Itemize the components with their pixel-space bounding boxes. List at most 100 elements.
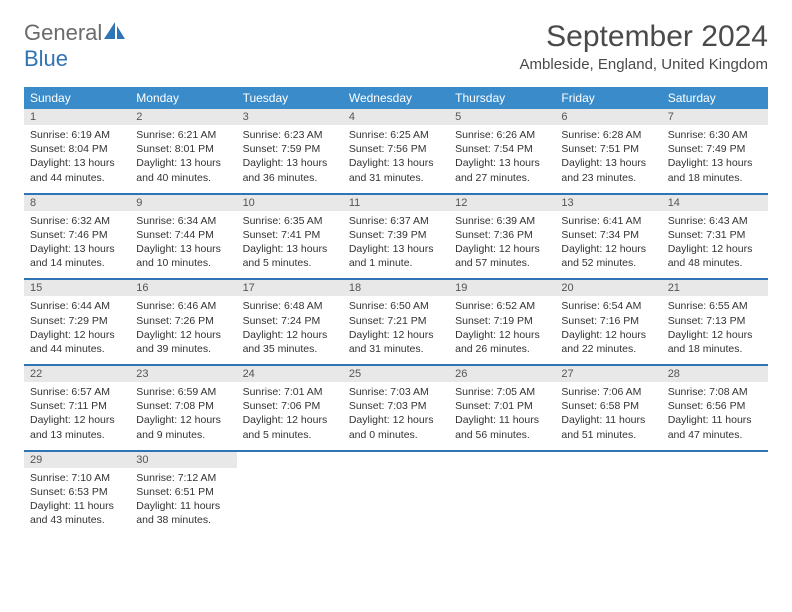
day-number: 26 <box>449 366 555 382</box>
day-number: 3 <box>237 109 343 125</box>
day-body: Sunrise: 6:26 AMSunset: 7:54 PMDaylight:… <box>449 125 555 193</box>
calendar-cell: 22Sunrise: 6:57 AMSunset: 7:11 PMDayligh… <box>24 365 130 451</box>
day-number: 12 <box>449 195 555 211</box>
calendar-row: 1Sunrise: 6:19 AMSunset: 8:04 PMDaylight… <box>24 109 768 194</box>
day-number: 15 <box>24 280 130 296</box>
day-number: 28 <box>662 366 768 382</box>
month-title: September 2024 <box>520 20 768 54</box>
calendar-row: 22Sunrise: 6:57 AMSunset: 7:11 PMDayligh… <box>24 365 768 451</box>
day-body: Sunrise: 7:12 AMSunset: 6:51 PMDaylight:… <box>130 468 236 536</box>
day-number: 10 <box>237 195 343 211</box>
day-number: 17 <box>237 280 343 296</box>
calendar-cell: 10Sunrise: 6:35 AMSunset: 7:41 PMDayligh… <box>237 194 343 280</box>
calendar-cell: 20Sunrise: 6:54 AMSunset: 7:16 PMDayligh… <box>555 279 661 365</box>
calendar-cell: 3Sunrise: 6:23 AMSunset: 7:59 PMDaylight… <box>237 109 343 194</box>
calendar-row: 29Sunrise: 7:10 AMSunset: 6:53 PMDayligh… <box>24 451 768 536</box>
calendar-cell <box>449 451 555 536</box>
calendar-cell: 24Sunrise: 7:01 AMSunset: 7:06 PMDayligh… <box>237 365 343 451</box>
day-number: 19 <box>449 280 555 296</box>
location: Ambleside, England, United Kingdom <box>520 56 768 73</box>
day-number: 7 <box>662 109 768 125</box>
calendar-row: 8Sunrise: 6:32 AMSunset: 7:46 PMDaylight… <box>24 194 768 280</box>
day-body: Sunrise: 6:48 AMSunset: 7:24 PMDaylight:… <box>237 296 343 364</box>
day-number: 6 <box>555 109 661 125</box>
calendar-cell: 5Sunrise: 6:26 AMSunset: 7:54 PMDaylight… <box>449 109 555 194</box>
day-number: 18 <box>343 280 449 296</box>
logo: General Blue <box>24 20 126 72</box>
calendar-table: SundayMondayTuesdayWednesdayThursdayFrid… <box>24 87 768 535</box>
day-number: 11 <box>343 195 449 211</box>
calendar-cell: 4Sunrise: 6:25 AMSunset: 7:56 PMDaylight… <box>343 109 449 194</box>
day-body: Sunrise: 6:37 AMSunset: 7:39 PMDaylight:… <box>343 211 449 279</box>
day-number: 20 <box>555 280 661 296</box>
calendar-cell: 7Sunrise: 6:30 AMSunset: 7:49 PMDaylight… <box>662 109 768 194</box>
day-body: Sunrise: 6:25 AMSunset: 7:56 PMDaylight:… <box>343 125 449 193</box>
calendar-cell: 1Sunrise: 6:19 AMSunset: 8:04 PMDaylight… <box>24 109 130 194</box>
day-body: Sunrise: 6:59 AMSunset: 7:08 PMDaylight:… <box>130 382 236 450</box>
calendar-cell: 13Sunrise: 6:41 AMSunset: 7:34 PMDayligh… <box>555 194 661 280</box>
day-number: 29 <box>24 452 130 468</box>
day-body: Sunrise: 6:34 AMSunset: 7:44 PMDaylight:… <box>130 211 236 279</box>
day-body: Sunrise: 6:19 AMSunset: 8:04 PMDaylight:… <box>24 125 130 193</box>
calendar-cell: 23Sunrise: 6:59 AMSunset: 7:08 PMDayligh… <box>130 365 236 451</box>
day-number: 9 <box>130 195 236 211</box>
day-body: Sunrise: 7:01 AMSunset: 7:06 PMDaylight:… <box>237 382 343 450</box>
day-body: Sunrise: 7:08 AMSunset: 6:56 PMDaylight:… <box>662 382 768 450</box>
calendar-cell: 18Sunrise: 6:50 AMSunset: 7:21 PMDayligh… <box>343 279 449 365</box>
calendar-cell: 6Sunrise: 6:28 AMSunset: 7:51 PMDaylight… <box>555 109 661 194</box>
calendar-cell: 14Sunrise: 6:43 AMSunset: 7:31 PMDayligh… <box>662 194 768 280</box>
day-number: 13 <box>555 195 661 211</box>
day-body: Sunrise: 6:41 AMSunset: 7:34 PMDaylight:… <box>555 211 661 279</box>
day-body: Sunrise: 6:28 AMSunset: 7:51 PMDaylight:… <box>555 125 661 193</box>
day-body: Sunrise: 6:50 AMSunset: 7:21 PMDaylight:… <box>343 296 449 364</box>
weekday-header: Saturday <box>662 87 768 109</box>
day-number: 21 <box>662 280 768 296</box>
day-body: Sunrise: 6:35 AMSunset: 7:41 PMDaylight:… <box>237 211 343 279</box>
calendar-cell: 29Sunrise: 7:10 AMSunset: 6:53 PMDayligh… <box>24 451 130 536</box>
day-body: Sunrise: 6:46 AMSunset: 7:26 PMDaylight:… <box>130 296 236 364</box>
weekday-header: Tuesday <box>237 87 343 109</box>
day-number: 30 <box>130 452 236 468</box>
day-body: Sunrise: 6:52 AMSunset: 7:19 PMDaylight:… <box>449 296 555 364</box>
day-body: Sunrise: 7:05 AMSunset: 7:01 PMDaylight:… <box>449 382 555 450</box>
day-body: Sunrise: 6:44 AMSunset: 7:29 PMDaylight:… <box>24 296 130 364</box>
day-number: 4 <box>343 109 449 125</box>
day-body: Sunrise: 7:10 AMSunset: 6:53 PMDaylight:… <box>24 468 130 536</box>
header: General Blue September 2024 Ambleside, E… <box>24 20 768 73</box>
calendar-cell <box>555 451 661 536</box>
day-body: Sunrise: 6:54 AMSunset: 7:16 PMDaylight:… <box>555 296 661 364</box>
calendar-cell: 28Sunrise: 7:08 AMSunset: 6:56 PMDayligh… <box>662 365 768 451</box>
calendar-cell: 30Sunrise: 7:12 AMSunset: 6:51 PMDayligh… <box>130 451 236 536</box>
calendar-cell: 8Sunrise: 6:32 AMSunset: 7:46 PMDaylight… <box>24 194 130 280</box>
day-number: 14 <box>662 195 768 211</box>
calendar-cell: 15Sunrise: 6:44 AMSunset: 7:29 PMDayligh… <box>24 279 130 365</box>
day-body: Sunrise: 6:32 AMSunset: 7:46 PMDaylight:… <box>24 211 130 279</box>
day-body: Sunrise: 6:39 AMSunset: 7:36 PMDaylight:… <box>449 211 555 279</box>
logo-text-general: General <box>24 20 102 45</box>
calendar-cell <box>662 451 768 536</box>
calendar-cell: 19Sunrise: 6:52 AMSunset: 7:19 PMDayligh… <box>449 279 555 365</box>
weekday-header: Friday <box>555 87 661 109</box>
day-body: Sunrise: 6:55 AMSunset: 7:13 PMDaylight:… <box>662 296 768 364</box>
weekday-header-row: SundayMondayTuesdayWednesdayThursdayFrid… <box>24 87 768 109</box>
calendar-body: 1Sunrise: 6:19 AMSunset: 8:04 PMDaylight… <box>24 109 768 535</box>
weekday-header: Thursday <box>449 87 555 109</box>
day-number: 22 <box>24 366 130 382</box>
calendar-row: 15Sunrise: 6:44 AMSunset: 7:29 PMDayligh… <box>24 279 768 365</box>
day-number: 2 <box>130 109 236 125</box>
day-number: 27 <box>555 366 661 382</box>
day-body: Sunrise: 7:03 AMSunset: 7:03 PMDaylight:… <box>343 382 449 450</box>
day-number: 1 <box>24 109 130 125</box>
calendar-cell: 27Sunrise: 7:06 AMSunset: 6:58 PMDayligh… <box>555 365 661 451</box>
logo-text-blue: Blue <box>24 46 68 71</box>
day-number: 16 <box>130 280 236 296</box>
day-number: 8 <box>24 195 130 211</box>
day-body: Sunrise: 6:43 AMSunset: 7:31 PMDaylight:… <box>662 211 768 279</box>
calendar-cell: 11Sunrise: 6:37 AMSunset: 7:39 PMDayligh… <box>343 194 449 280</box>
day-body: Sunrise: 6:21 AMSunset: 8:01 PMDaylight:… <box>130 125 236 193</box>
day-body: Sunrise: 6:57 AMSunset: 7:11 PMDaylight:… <box>24 382 130 450</box>
calendar-cell <box>237 451 343 536</box>
title-block: September 2024 Ambleside, England, Unite… <box>520 20 768 73</box>
calendar-cell: 2Sunrise: 6:21 AMSunset: 8:01 PMDaylight… <box>130 109 236 194</box>
day-number: 5 <box>449 109 555 125</box>
